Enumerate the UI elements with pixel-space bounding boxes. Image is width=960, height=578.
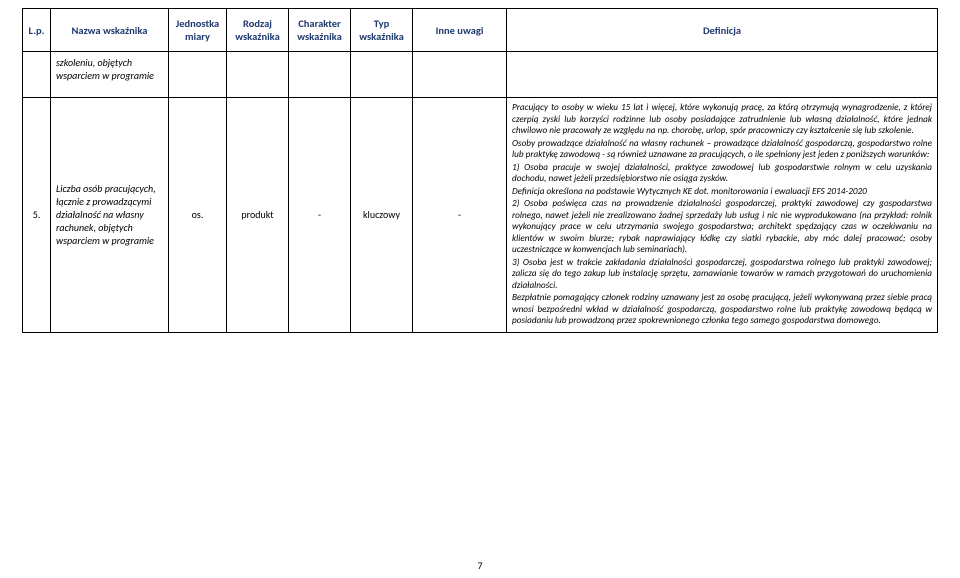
page-number: 7: [477, 559, 482, 572]
cell-lp: [23, 52, 51, 98]
cell-nazwa: Liczba osób pracujących, łącznie z prowa…: [51, 98, 169, 333]
cell-rodzaj: [227, 52, 289, 98]
cell-rodzaj: produkt: [227, 98, 289, 333]
header-charakter: Charakter wskaźnika: [289, 9, 351, 52]
cell-inne: [413, 52, 507, 98]
table-row: 5. Liczba osób pracujących, łącznie z pr…: [23, 98, 938, 333]
header-lp: L.p.: [23, 9, 51, 52]
def-paragraph: Definicja określona na podstawie Wytyczn…: [512, 186, 932, 198]
def-paragraph: Pracujący to osoby w wieku 15 lat i więc…: [512, 102, 932, 137]
header-inne: Inne uwagi: [413, 9, 507, 52]
header-rodzaj: Rodzaj wskaźnika: [227, 9, 289, 52]
def-paragraph: 1) Osoba pracuje w swojej działalności, …: [512, 162, 932, 185]
header-typ: Typ wskaźnika: [351, 9, 413, 52]
header-definicja: Definicja: [507, 9, 938, 52]
indicator-table: L.p. Nazwa wskaźnika Jednostka miary Rod…: [22, 8, 938, 333]
cell-charakter: [289, 52, 351, 98]
cell-typ: [351, 52, 413, 98]
def-paragraph: 3) Osoba jest w trakcie zakładania dział…: [512, 257, 932, 292]
header-jednostka: Jednostka miary: [169, 9, 227, 52]
document-page: L.p. Nazwa wskaźnika Jednostka miary Rod…: [0, 0, 960, 578]
cell-charakter: -: [289, 98, 351, 333]
cell-lp: 5.: [23, 98, 51, 333]
table-header: L.p. Nazwa wskaźnika Jednostka miary Rod…: [23, 9, 938, 52]
cell-nazwa: szkoleniu, objętych wsparciem w programi…: [51, 52, 169, 98]
table-row: szkoleniu, objętych wsparciem w programi…: [23, 52, 938, 98]
def-paragraph: Bezpłatnie pomagający członek rodziny uz…: [512, 292, 932, 327]
cell-jednostka: os.: [169, 98, 227, 333]
cell-inne: -: [413, 98, 507, 333]
cell-def: [507, 52, 938, 98]
def-paragraph: Osoby prowadzące działalność na własny r…: [512, 138, 932, 161]
cell-jednostka: [169, 52, 227, 98]
def-paragraph: 2) Osoba poświęca czas na prowadzenie dz…: [512, 198, 932, 256]
header-nazwa: Nazwa wskaźnika: [51, 9, 169, 52]
cell-def: Pracujący to osoby w wieku 15 lat i więc…: [507, 98, 938, 333]
cell-typ: kluczowy: [351, 98, 413, 333]
